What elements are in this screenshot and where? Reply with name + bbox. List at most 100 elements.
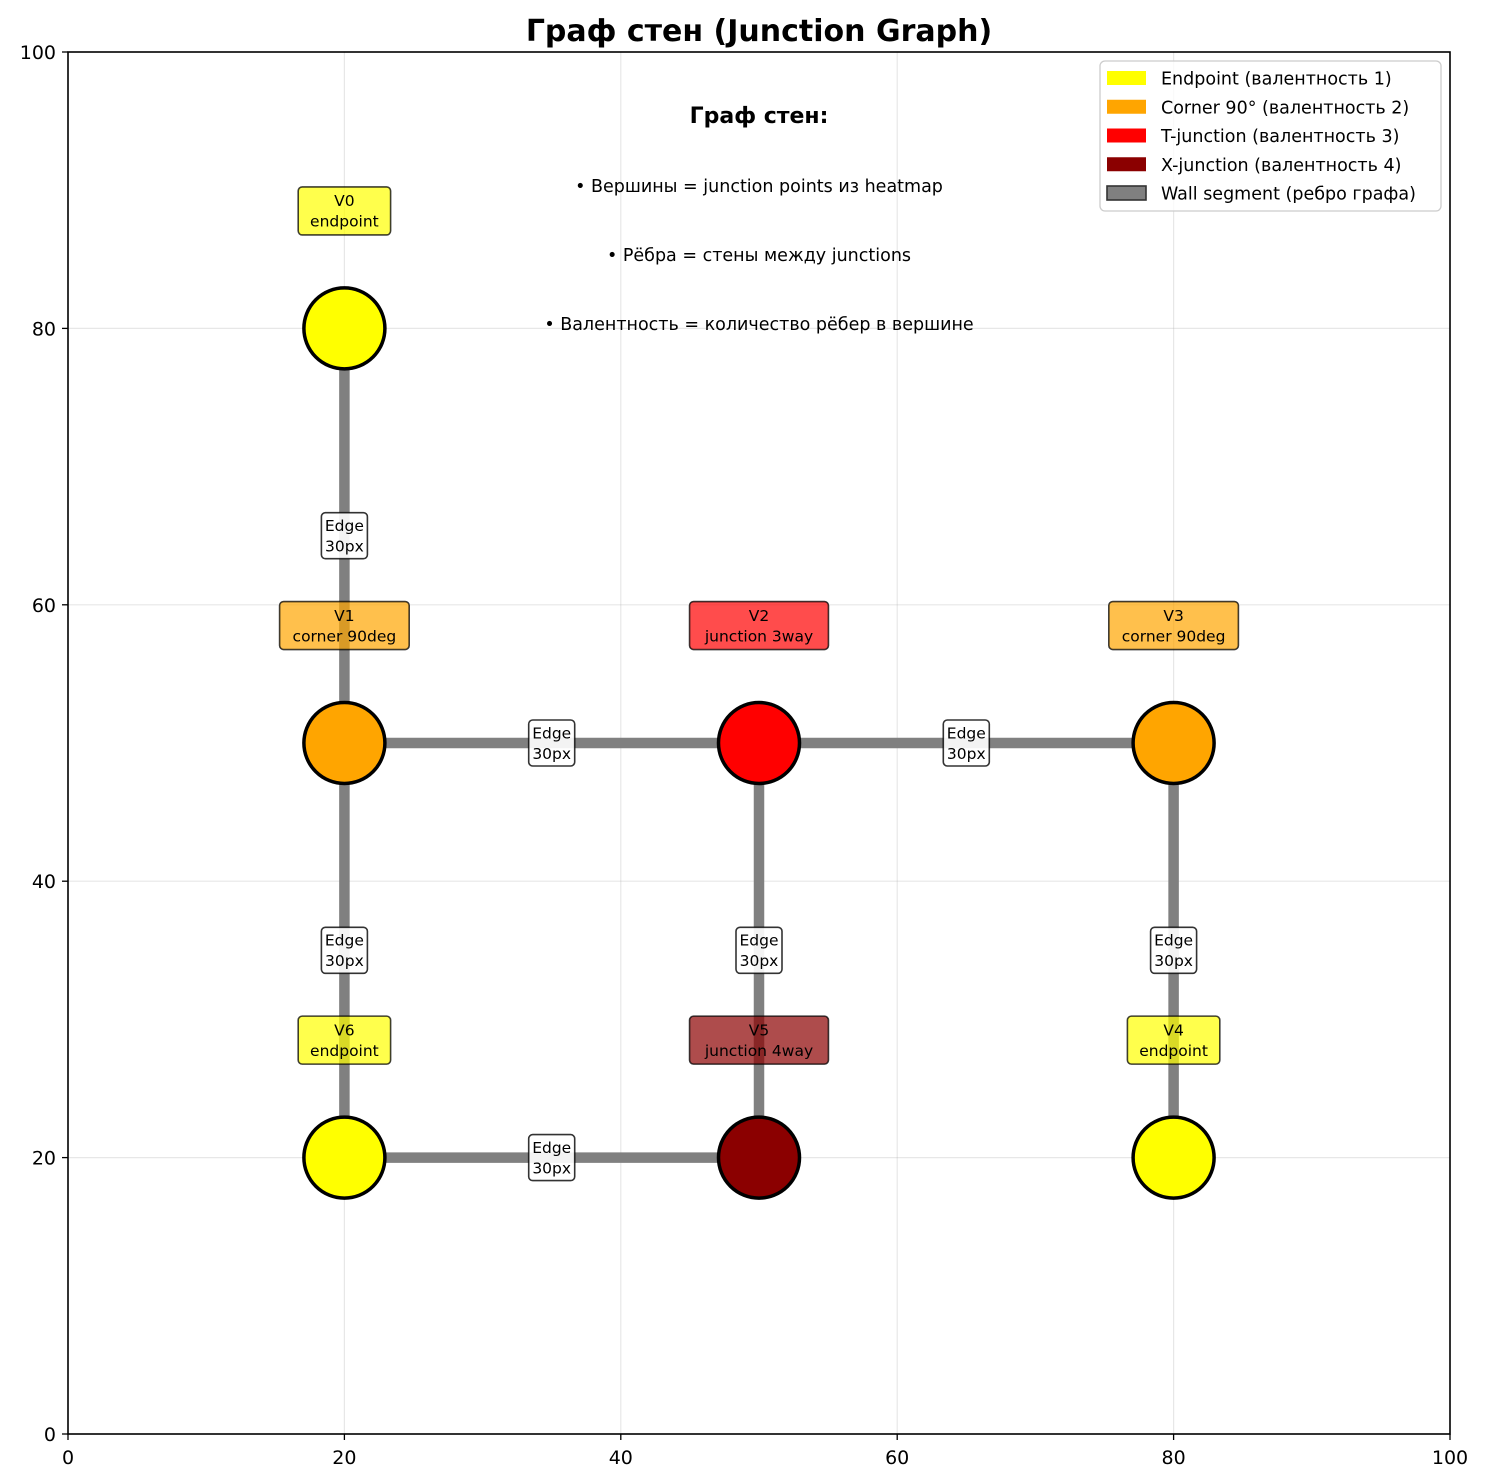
legend-swatch xyxy=(1107,128,1146,143)
edge-label-text: Edge 30px xyxy=(947,724,986,763)
legend: Endpoint (валентность 1) Corner 90° (вале… xyxy=(1099,60,1442,212)
y-tick-label: 60 xyxy=(32,595,56,617)
legend-item: X-junction (валентность 4) xyxy=(1107,156,1401,176)
vertex-label-box xyxy=(297,186,392,236)
plot-frame xyxy=(67,51,1451,1435)
y-tick-label: 80 xyxy=(32,318,56,340)
notes-heading: Граф стен: xyxy=(690,104,829,129)
vertex-label-box xyxy=(1126,1015,1221,1065)
edge-label-text: Edge 30px xyxy=(1154,932,1193,971)
vertex-label-text: V4 endpoint xyxy=(1139,1021,1208,1060)
edge-label-V2-V3: Edge 30px xyxy=(942,719,991,767)
edge-label-V0-V1: Edge 30px xyxy=(320,511,369,560)
x-tick-label: 0 xyxy=(62,1447,74,1469)
vertex-label-V5: V5 junction 4way xyxy=(688,1015,830,1065)
edge-label-box xyxy=(1149,926,1198,975)
vertex-label-text-line: endpoint xyxy=(310,1042,379,1060)
legend-item: Corner 90° (валентность 2) xyxy=(1107,98,1409,118)
vertex-label-text-line: V4 xyxy=(1163,1021,1183,1039)
nodes xyxy=(302,286,1216,1200)
vertex-V0 xyxy=(302,286,387,371)
vertex-label-text-line: junction 3way xyxy=(704,627,813,645)
edge-label-box xyxy=(527,719,576,767)
vertex-label-text-line: V0 xyxy=(334,192,354,210)
chart-title: Граф стен (Junction Graph) xyxy=(526,14,992,49)
x-tick-label: 80 xyxy=(1162,1447,1186,1469)
edge-label-V2-V5: Edge 30px xyxy=(735,926,783,975)
edge-label-box xyxy=(320,926,369,975)
legend-swatch xyxy=(1107,99,1146,114)
vertex-label-V1: V1 corner 90deg xyxy=(278,600,411,651)
edge-label-box xyxy=(942,719,991,767)
edge-label-box xyxy=(527,1133,576,1182)
edge-label-text-line: 30px xyxy=(740,952,779,970)
vertex-label-box xyxy=(1108,600,1240,651)
vertex-label-V0: V0 endpoint xyxy=(297,186,392,236)
edge-label-V6-V5: Edge 30px xyxy=(527,1133,576,1182)
vertex-label-box xyxy=(297,1015,392,1065)
edge-label-text-line: Edge xyxy=(325,517,364,535)
notes-line: • Вершины = junction points из heatmap xyxy=(575,177,943,197)
legend-item: T-junction (валентность 3) xyxy=(1107,127,1399,147)
legend-label: Endpoint (валентность 1) xyxy=(1161,70,1392,90)
vertex-V4 xyxy=(1131,1115,1216,1200)
edge-label-text-line: Edge xyxy=(532,1139,571,1157)
vertex-label-text-line: V1 xyxy=(334,607,354,625)
edge-label-text-line: 30px xyxy=(325,952,364,970)
notes-line: • Рёбра = стены между junctions xyxy=(607,246,911,266)
vertex-label-V4: V4 endpoint xyxy=(1126,1015,1221,1065)
vertex-V5 xyxy=(716,1115,802,1200)
edge-label-text-line: Edge xyxy=(739,932,778,950)
legend-item: Wall segment (ребро графа) xyxy=(1106,185,1416,205)
vertex-label-text: V0 endpoint xyxy=(310,192,379,231)
vertex-label-box xyxy=(688,600,830,651)
vertex-label-text-line: V6 xyxy=(334,1021,354,1039)
vertex-label-box xyxy=(278,600,411,651)
y-tick-label: 100 xyxy=(20,42,56,64)
y-tick-label: 20 xyxy=(32,1148,56,1170)
x-tick-label: 40 xyxy=(609,1447,633,1469)
vertex-label-V6: V6 endpoint xyxy=(297,1015,392,1065)
vertex-label-text: V3 corner 90deg xyxy=(1122,607,1226,646)
vertex-label-text: V5 junction 4way xyxy=(704,1021,813,1060)
y-tick-label: 40 xyxy=(32,871,56,893)
edge-label-text-line: Edge xyxy=(1154,932,1193,950)
legend-label: X-junction (валентность 4) xyxy=(1161,156,1401,176)
edge-label-text-line: 30px xyxy=(532,745,571,763)
vertex-label-text-line: corner 90deg xyxy=(293,627,397,645)
x-tick-label: 60 xyxy=(885,1447,909,1469)
edge-label-box xyxy=(735,926,783,975)
edge-label-text-line: Edge xyxy=(532,724,571,742)
x-tick-label: 100 xyxy=(1432,1447,1468,1469)
edge-label-text-line: 30px xyxy=(532,1159,571,1177)
legend-label: Wall segment (ребро графа) xyxy=(1161,185,1416,205)
vertex-label-text-line: endpoint xyxy=(310,213,379,231)
legend-swatch xyxy=(1107,71,1146,85)
edge-label-text: Edge 30px xyxy=(532,1139,571,1178)
legend-item: Endpoint (валентность 1) xyxy=(1107,70,1392,90)
edge-label-V1-V6: Edge 30px xyxy=(320,926,369,975)
vertex-label-box xyxy=(688,1015,830,1065)
edge-label-text-line: Edge xyxy=(325,932,364,950)
vertex-label-text-line: V2 xyxy=(749,607,769,625)
x-tick-label: 20 xyxy=(332,1447,356,1469)
legend-label: Corner 90° (валентность 2) xyxy=(1161,98,1409,118)
vertex-V6 xyxy=(302,1115,387,1200)
legend-box xyxy=(1099,60,1442,212)
legend-label: T-junction (валентность 3) xyxy=(1160,127,1399,147)
axis-ticks: 0 20 40 60 80 100 0 20 40 60 80 100 xyxy=(20,42,1468,1469)
vertex-label-text: V1 corner 90deg xyxy=(293,607,397,646)
edge-label-text: Edge 30px xyxy=(532,724,571,763)
legend-swatch xyxy=(1106,185,1147,201)
notes-line: • Валентность = количество рёбер в верши… xyxy=(544,315,973,335)
edge-label-box xyxy=(320,511,369,560)
vertex-label-V2: V2 junction 3way xyxy=(688,600,830,651)
legend-swatch xyxy=(1107,157,1146,172)
vertex-label-text-line: corner 90deg xyxy=(1122,627,1226,645)
vertex-label-text-line: endpoint xyxy=(1139,1042,1208,1060)
edge-labels: Edge 30px Edge 30px Edge 30px Edge 30px Edge 30px… xyxy=(320,511,1198,1182)
edge-label-text-line: Edge xyxy=(947,724,986,742)
edge-label-text-line: 30px xyxy=(325,537,364,555)
